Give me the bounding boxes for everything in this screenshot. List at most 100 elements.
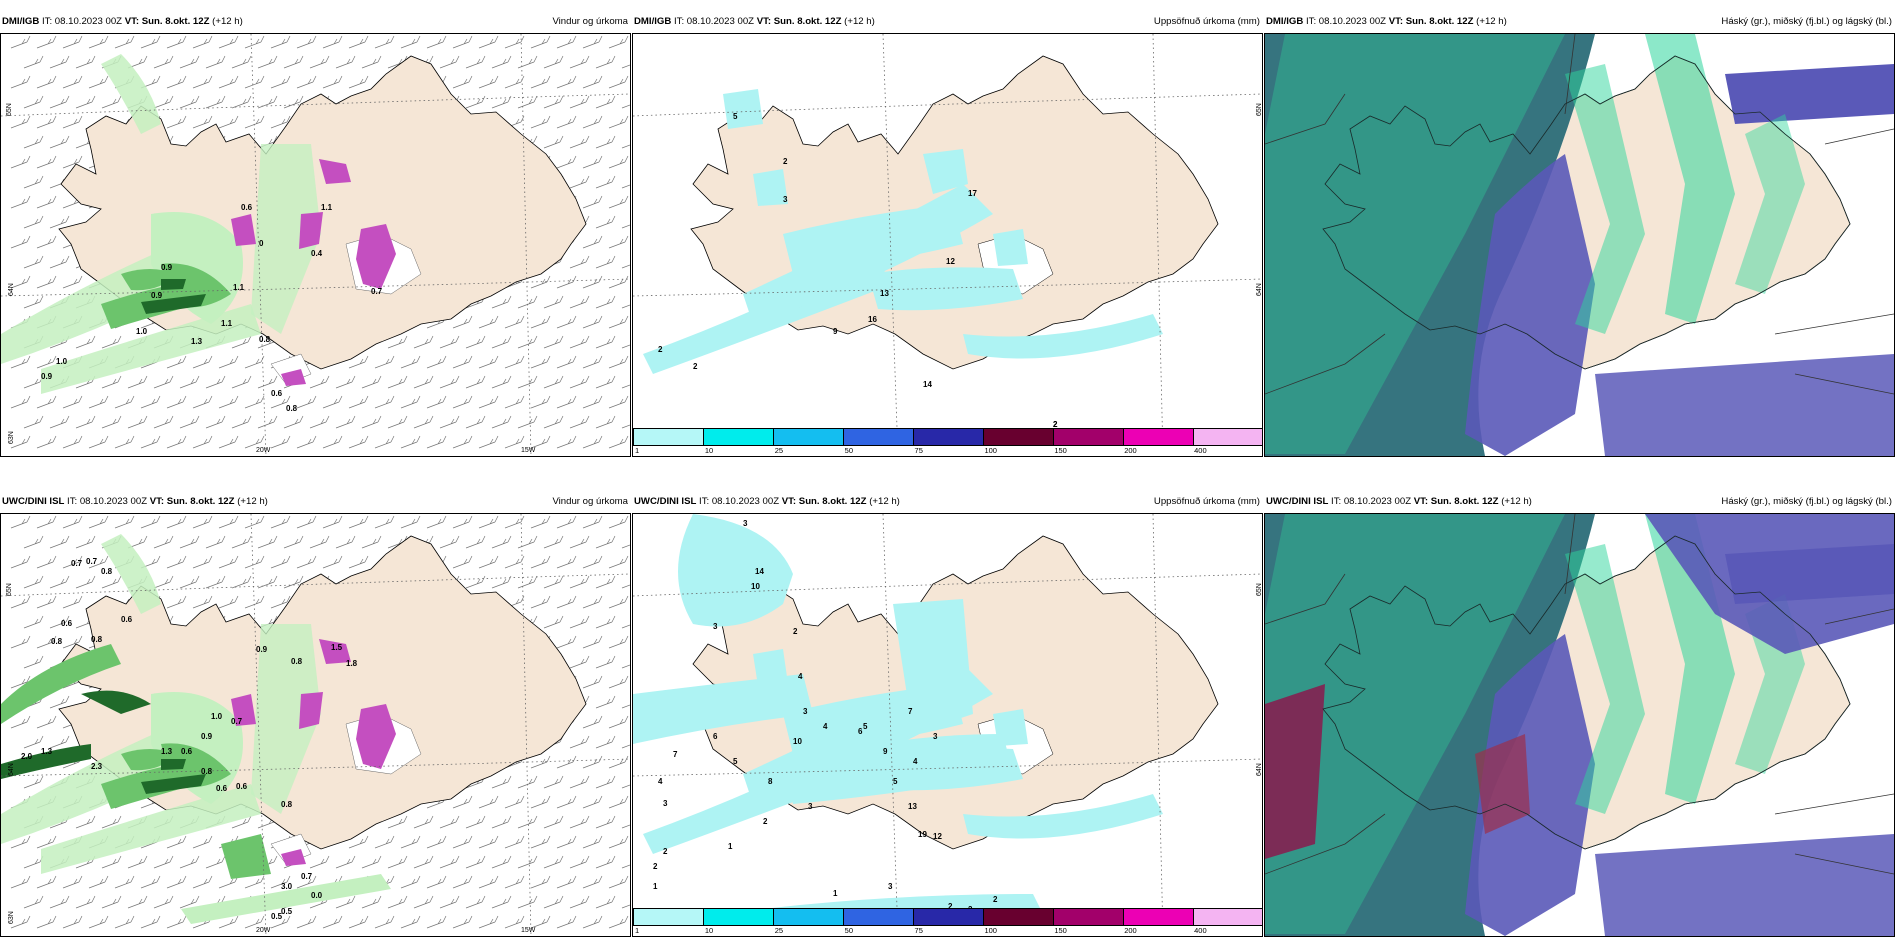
model-name: UWC/DINI ISL xyxy=(634,496,697,507)
colorbar-swatch xyxy=(704,909,774,925)
iceland-outline xyxy=(1322,535,1851,850)
value-labels: 0.6 1.100.91.10.91.01.31.00.91.10.80.70.8… xyxy=(41,203,383,413)
product-title: Vindur og úrkoma xyxy=(552,496,628,507)
value-label: 1.0 xyxy=(136,327,148,336)
value-label: 4 xyxy=(798,672,803,681)
axis-labels: 65N 64N xyxy=(1256,103,1262,296)
mid-cloud xyxy=(1645,514,1894,654)
it-label: IT: xyxy=(41,16,53,27)
colorbar-swatch xyxy=(1124,429,1194,445)
colorbar-tick: 50 xyxy=(844,446,853,455)
lead-time: (+12 h) xyxy=(869,496,900,507)
panel-uwc-accum-precip: UWC/DINI ISL IT: 08.10.2023 00Z VT: Sun.… xyxy=(632,491,1263,937)
colorbar-swatch xyxy=(914,909,984,925)
value-label: 10 xyxy=(751,582,760,591)
value-label: 12 xyxy=(946,257,955,266)
value-label: 6 xyxy=(713,732,718,741)
value-label: 10 xyxy=(793,737,802,746)
panel-dmi-accum-precip: DMI/IGB IT: 08.10.2023 00Z VT: Sun. 8.ok… xyxy=(632,11,1263,457)
colorbar-swatch xyxy=(774,429,844,445)
snow-areas xyxy=(231,639,396,866)
product-title: Uppsöfnuð úrkoma (mm) xyxy=(1153,496,1260,507)
graticule xyxy=(1,34,630,456)
colorbar-bar xyxy=(633,908,1262,926)
lon-label: 20W xyxy=(256,927,271,934)
map-frame: 65N 64N 63N 20W 15W 0.6 1.1 0 0.9 1.1 0.9 1.0 1.3 1.0… xyxy=(0,33,631,457)
lon-label: 15W xyxy=(521,927,536,934)
value-label: 1.3 xyxy=(41,747,53,756)
map-canvas xyxy=(1265,514,1894,936)
value-label: 2 xyxy=(693,362,698,371)
value-label: 0.9 xyxy=(41,372,53,381)
value-label: 0.6 xyxy=(271,389,283,398)
it-label: IT: xyxy=(673,16,685,27)
boundary-lines xyxy=(1265,514,1894,875)
value-label: 2 xyxy=(1053,420,1058,428)
value-label: 3 xyxy=(888,882,893,891)
value-label: 5 xyxy=(733,757,738,766)
overlap-cloud xyxy=(1265,684,1325,859)
vt-label: VT: xyxy=(756,16,772,27)
vt-label: VT: xyxy=(781,496,797,507)
value-label: 0.0 xyxy=(311,891,323,900)
lat-label: 64N xyxy=(8,763,15,776)
accumulated-precip xyxy=(643,89,1163,374)
panel-header: UWC/DINI ISL IT: 08.10.2023 00Z VT: Sun.… xyxy=(0,491,631,513)
it-value: 08.10.2023 00Z xyxy=(1318,16,1387,27)
lat-label: 65N xyxy=(1256,103,1262,116)
vt-value: Sun. 8.okt. 12Z xyxy=(166,496,235,507)
value-label: 7 xyxy=(908,707,913,716)
value-label: 9 xyxy=(833,327,838,336)
colorbar-tick: 150 xyxy=(1054,926,1067,935)
value-label: 13 xyxy=(880,289,889,298)
precip-colorbar: 1 10 25 50 75 100 150 200 400 xyxy=(633,428,1262,456)
it-value: 08.10.2023 00Z xyxy=(54,16,123,27)
vt-value: Sun. 8.okt. 12Z xyxy=(798,496,867,507)
colorbar-swatch xyxy=(1194,909,1262,925)
lead-time: (+12 h) xyxy=(212,16,243,27)
panel-header: DMI/IGB IT: 08.10.2023 00Z VT: Sun. 8.ok… xyxy=(1264,11,1895,33)
colorbar-swatch xyxy=(774,909,844,925)
axis-labels: 65N 64N xyxy=(1256,583,1262,776)
colorbar-swatch xyxy=(984,909,1054,925)
panel-uwc-clouds: UWC/DINI ISL IT: 08.10.2023 00Z VT: Sun.… xyxy=(1264,491,1895,937)
value-label: 4 xyxy=(823,722,828,731)
lon-label: 15W xyxy=(521,447,536,454)
vt-label: VT: xyxy=(124,16,140,27)
value-label: 5 xyxy=(893,777,898,786)
colorbar-swatch xyxy=(1054,429,1124,445)
colorbar-tick: 400 xyxy=(1194,446,1207,455)
value-label: 0.8 xyxy=(291,657,303,666)
vt-label: VT: xyxy=(149,496,165,507)
value-label: 3 xyxy=(783,195,788,204)
low-cloud xyxy=(1265,34,1595,456)
mid-cloud xyxy=(1725,64,1894,124)
low-cloud xyxy=(1265,514,1595,936)
colorbar-swatch xyxy=(1124,909,1194,925)
value-label: 0.6 xyxy=(236,782,248,791)
value-label: 19 xyxy=(918,830,927,839)
colorbar-tick: 150 xyxy=(1054,446,1067,455)
it-value: 08.10.2023 00Z xyxy=(711,496,780,507)
value-label: 17 xyxy=(968,189,977,198)
it-value: 08.10.2023 00Z xyxy=(686,16,755,27)
colorbar-swatch xyxy=(634,909,704,925)
graticule xyxy=(1,514,630,936)
value-label: 3 xyxy=(743,519,748,528)
colorbar-tick: 1 xyxy=(635,446,640,455)
boundary-lines xyxy=(1265,34,1894,395)
value-label: 1 xyxy=(728,842,733,851)
colorbar-tick: 50 xyxy=(844,926,853,935)
value-label: 0.7 xyxy=(86,557,98,566)
lat-label: 63N xyxy=(8,911,15,924)
value-label: 0 xyxy=(259,239,264,248)
graticule xyxy=(633,514,1262,908)
panel-header: DMI/IGB IT: 08.10.2023 00Z VT: Sun. 8.ok… xyxy=(0,11,631,33)
colorbar-tick: 200 xyxy=(1124,926,1137,935)
colorbar-bar xyxy=(633,428,1262,446)
value-label: 14 xyxy=(755,567,764,576)
mid-cloud xyxy=(1595,834,1894,936)
panel-dmi-clouds: DMI/IGB IT: 08.10.2023 00Z VT: Sun. 8.ok… xyxy=(1264,11,1895,457)
